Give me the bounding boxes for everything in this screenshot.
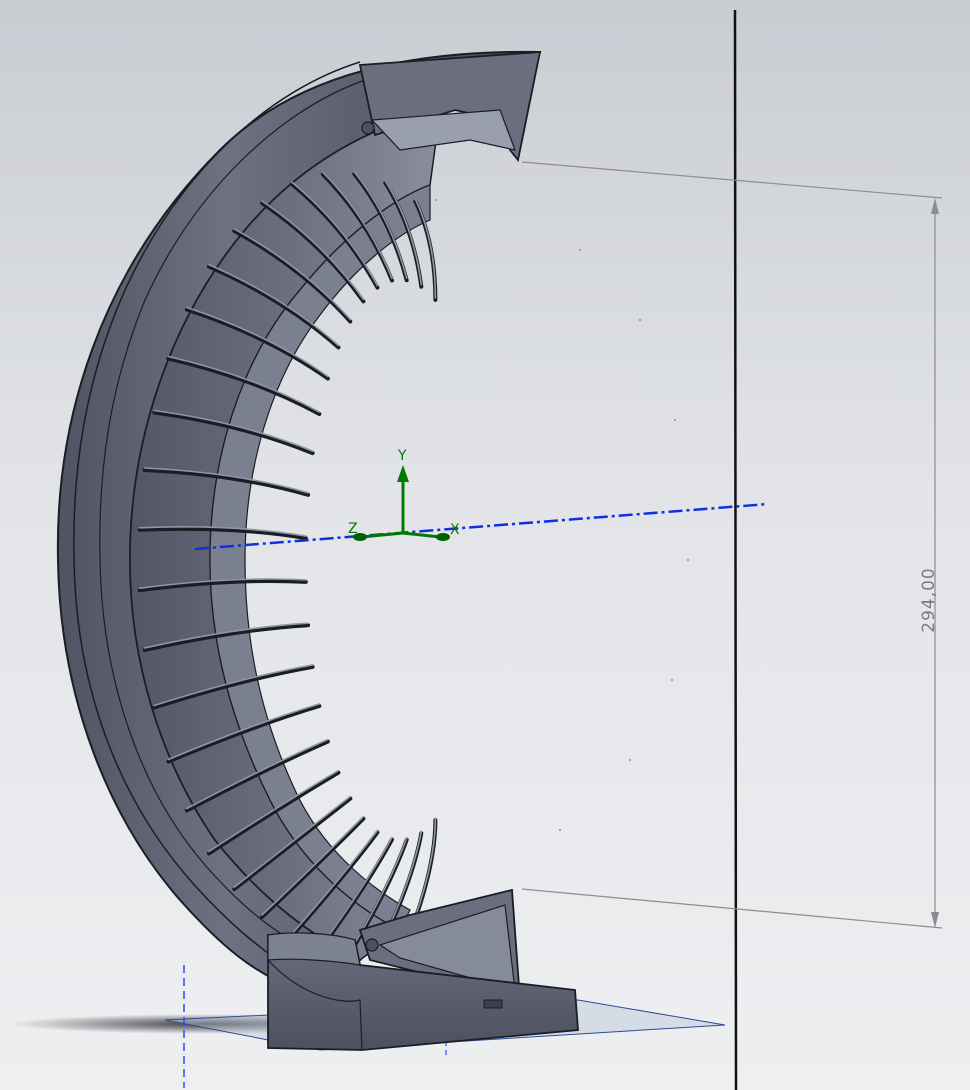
dimension-arrow-top-icon <box>931 198 939 214</box>
duct-half-ring-part[interactable] <box>56 50 579 1051</box>
triad-z-arrow-icon <box>353 533 367 541</box>
sketch-dots <box>435 199 689 831</box>
vane-blade <box>320 837 394 948</box>
vane-blade <box>184 739 330 813</box>
coordinate-triad: Y X Z <box>348 448 460 541</box>
vane-blade-highlight <box>138 526 307 537</box>
vane-blade <box>206 770 341 856</box>
vane-blade <box>142 468 311 497</box>
vane-blade-highlight <box>233 795 352 888</box>
dimension-value[interactable]: 294,00 <box>919 567 939 632</box>
vane-blade-highlight <box>153 409 314 452</box>
vane-blade-highlight <box>153 664 314 707</box>
triad-x-arrow-icon <box>436 533 450 541</box>
vane-blade-highlight <box>208 263 340 347</box>
vane-group <box>137 171 438 949</box>
vane-blade-highlight <box>186 306 329 378</box>
vane-blade-highlight <box>138 578 307 589</box>
vane-blade-highlight <box>143 622 309 649</box>
shell-bead-line-2 <box>99 79 366 956</box>
triad-x-axis <box>402 531 441 539</box>
dimension-arrow-bottom-icon <box>931 912 939 928</box>
vane-blade-highlight <box>261 815 365 916</box>
vane-blade <box>137 526 308 541</box>
vane-blade <box>289 830 380 938</box>
vane-blade-highlight <box>322 836 393 945</box>
triad-x-label: X <box>450 522 460 538</box>
vane-blade <box>142 623 311 652</box>
base-top-face <box>267 932 361 966</box>
vane-blade-highlight <box>291 829 379 935</box>
triad-y-arrow-icon <box>397 465 409 482</box>
shell-bead-line-1 <box>73 61 361 976</box>
vane-blade <box>232 228 353 324</box>
top-flange-pin <box>361 121 375 135</box>
vane-blade <box>206 264 341 350</box>
vane-blade <box>152 410 315 456</box>
plane-edge-line <box>733 9 738 1090</box>
vane-blade-highlight <box>384 180 423 286</box>
top-flange-inner <box>370 109 516 151</box>
vane-blade <box>184 307 330 381</box>
dimension-extension-bottom <box>521 888 943 929</box>
vane-blade <box>152 664 315 710</box>
vane-blade-highlight <box>414 817 437 918</box>
vane-blade <box>260 816 366 919</box>
vane-blade <box>320 172 394 283</box>
dimension-extension-top <box>521 161 943 199</box>
triad-z-label: Z <box>348 521 358 537</box>
vane-blade-highlight <box>414 198 437 299</box>
vane-blade-highlight <box>143 467 309 494</box>
vane-blade <box>137 578 308 593</box>
vane-blade-highlight <box>167 355 321 413</box>
height-dimension[interactable]: 294,00 <box>521 161 943 929</box>
base-saddle <box>267 959 363 1051</box>
vane-blade <box>166 356 322 416</box>
base-slot <box>483 999 503 1009</box>
triad-z-axis <box>361 531 404 539</box>
vane-blade-highlight <box>233 228 352 321</box>
vane-blade-highlight <box>322 171 393 280</box>
vane-blade <box>232 796 353 892</box>
vane-blade-highlight <box>186 738 329 810</box>
vane-blade <box>166 704 322 764</box>
bottom-flange-pin <box>365 938 379 952</box>
vane-blade-highlight <box>291 181 379 287</box>
vane-blade-highlight <box>167 703 321 761</box>
vane-blade <box>289 182 380 290</box>
vane-blade-highlight <box>208 769 340 853</box>
center-axis-line[interactable] <box>194 502 769 551</box>
vane-blade <box>260 201 366 304</box>
vane-blade-highlight <box>261 200 365 301</box>
triad-y-label: Y <box>397 448 407 464</box>
vane-blade-highlight <box>353 171 408 279</box>
